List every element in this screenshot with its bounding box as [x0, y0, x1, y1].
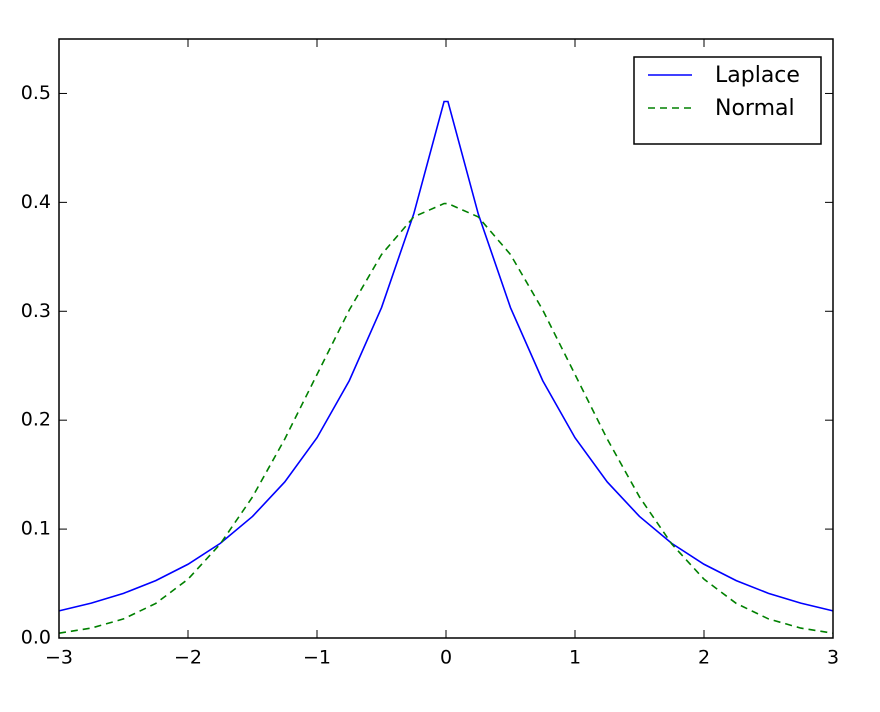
- x-tick-label: −3: [45, 647, 73, 669]
- legend: Laplace Normal: [633, 56, 822, 145]
- y-tick-label: 0.3: [21, 300, 51, 322]
- legend-label: Normal: [715, 96, 795, 121]
- x-tick-label: −2: [174, 647, 202, 669]
- y-tick-label: 0.4: [21, 191, 51, 213]
- x-tick-label: −1: [303, 647, 331, 669]
- series-line: [58, 202, 834, 634]
- series-line: [58, 100, 834, 612]
- y-tick-label: 0.0: [21, 627, 51, 649]
- legend-box: [633, 56, 822, 145]
- y-tick-label: 0.5: [21, 82, 51, 104]
- x-tick-label: 2: [698, 647, 710, 669]
- legend-label: Laplace: [715, 63, 800, 88]
- x-tick-label: 1: [569, 647, 581, 669]
- plot-area: [58, 100, 834, 634]
- y-tick-label: 0.2: [21, 409, 51, 431]
- x-tick-label: 3: [827, 647, 839, 669]
- x-tick-label: 0: [440, 647, 452, 669]
- y-tick-label: 0.1: [21, 518, 51, 540]
